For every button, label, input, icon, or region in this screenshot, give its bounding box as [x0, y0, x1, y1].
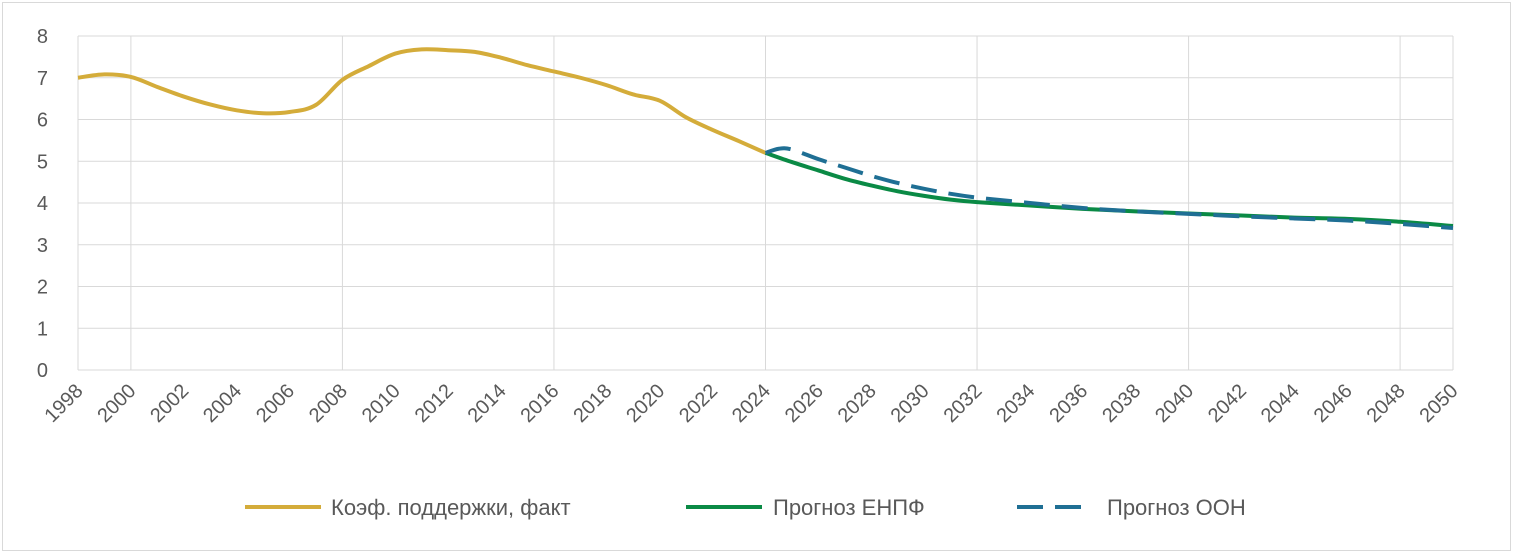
legend-label-2: Прогноз ЕНПФ — [773, 495, 925, 520]
x-tick-label: 2030 — [887, 380, 934, 427]
x-tick-label: 2022 — [675, 380, 722, 427]
x-tick-label: 2050 — [1416, 380, 1463, 427]
series-lines — [77, 47, 1454, 231]
x-tick-label: 2040 — [1151, 380, 1198, 427]
x-tick-label: 2038 — [1098, 380, 1145, 427]
x-tick-label: 2016 — [516, 380, 563, 427]
x-tick-label: 1998 — [41, 380, 88, 427]
x-axis-tick-labels: 1998 2000 2002 2004 2006 2008 2010 2012 2014 2016… — [41, 380, 1463, 427]
x-tick-label: 2008 — [305, 380, 352, 427]
x-tick-label: 2010 — [358, 380, 405, 427]
y-axis-tick-labels: 0 1 2 3 4 5 6 7 8 — [37, 26, 48, 382]
x-tick-label: 2042 — [1204, 380, 1251, 427]
y-tick-label: 8 — [37, 26, 48, 48]
y-tick-label: 4 — [37, 193, 48, 215]
legend: Коэф. поддержки, факт Прогноз ЕНПФ Прогноз… — [245, 495, 1246, 520]
x-tick-label: 2026 — [781, 380, 828, 427]
grid-lines — [77, 35, 1454, 371]
x-tick-label: 2024 — [728, 380, 775, 427]
x-tick-label: 2048 — [1363, 380, 1410, 427]
y-tick-label: 3 — [37, 235, 48, 257]
series-line-3 — [764, 146, 1454, 231]
x-tick-label: 2012 — [411, 380, 458, 427]
x-tick-label: 2020 — [622, 380, 669, 427]
y-tick-label: 5 — [37, 151, 48, 173]
x-tick-label: 2018 — [569, 380, 616, 427]
y-tick-label: 1 — [37, 318, 48, 340]
y-tick-label: 0 — [37, 360, 48, 382]
y-tick-label: 6 — [37, 110, 48, 132]
x-tick-label: 2000 — [93, 380, 140, 427]
x-tick-label: 2046 — [1310, 380, 1357, 427]
x-tick-label: 2014 — [464, 380, 511, 427]
y-tick-label: 2 — [37, 277, 48, 299]
y-tick-label: 7 — [37, 68, 48, 90]
x-tick-label: 2028 — [834, 380, 881, 427]
x-tick-label: 2034 — [992, 380, 1039, 427]
series-line-1 — [77, 47, 767, 155]
series-line-2 — [764, 151, 1454, 228]
x-tick-label: 2032 — [940, 380, 987, 427]
x-tick-label: 2036 — [1045, 380, 1092, 427]
x-tick-label: 2006 — [252, 380, 299, 427]
legend-label-1: Коэф. поддержки, факт — [331, 495, 571, 520]
x-tick-label: 2044 — [1257, 380, 1304, 427]
legend-label-3: Прогноз ООН — [1107, 495, 1246, 520]
x-tick-label: 2002 — [146, 380, 193, 427]
x-tick-label: 2004 — [199, 380, 246, 427]
